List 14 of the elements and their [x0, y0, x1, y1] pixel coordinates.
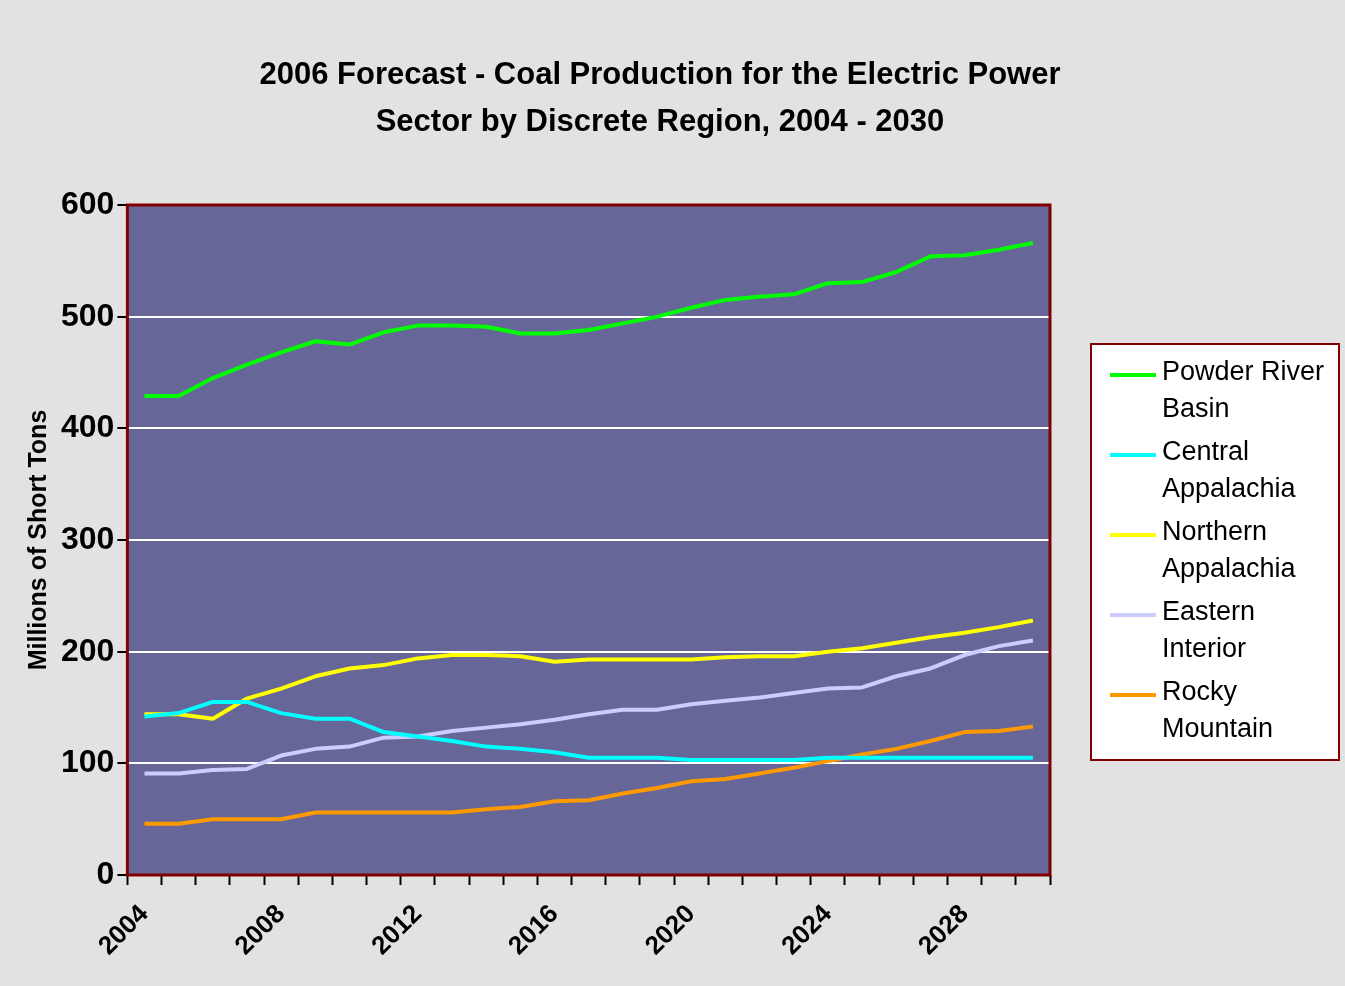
y-axis-title: Millions of Short Tons — [22, 409, 51, 671]
y-tick-label: 500 — [61, 296, 115, 333]
legend-label: Powder River Basin — [1162, 355, 1326, 425]
y-tick-label: 300 — [61, 519, 115, 556]
y-tick-label: 600 — [61, 184, 115, 221]
y-tick-label: 400 — [61, 408, 115, 445]
y-tick-label: 200 — [61, 631, 115, 668]
chart-title: 2006 Forecast - Coal Production for the Electric Power Sector by Discrete Region, 2004 - 2030 — [258, 55, 1062, 140]
legend-label: Rocky Mountain — [1162, 675, 1275, 745]
legend-label: Northern Appalachia — [1162, 515, 1297, 585]
y-tick-label: 100 — [61, 743, 115, 780]
y-tick-label: 0 — [96, 854, 115, 891]
legend-label: Central Appalachia — [1162, 435, 1297, 505]
legend-label: Eastern Interior — [1162, 595, 1257, 665]
